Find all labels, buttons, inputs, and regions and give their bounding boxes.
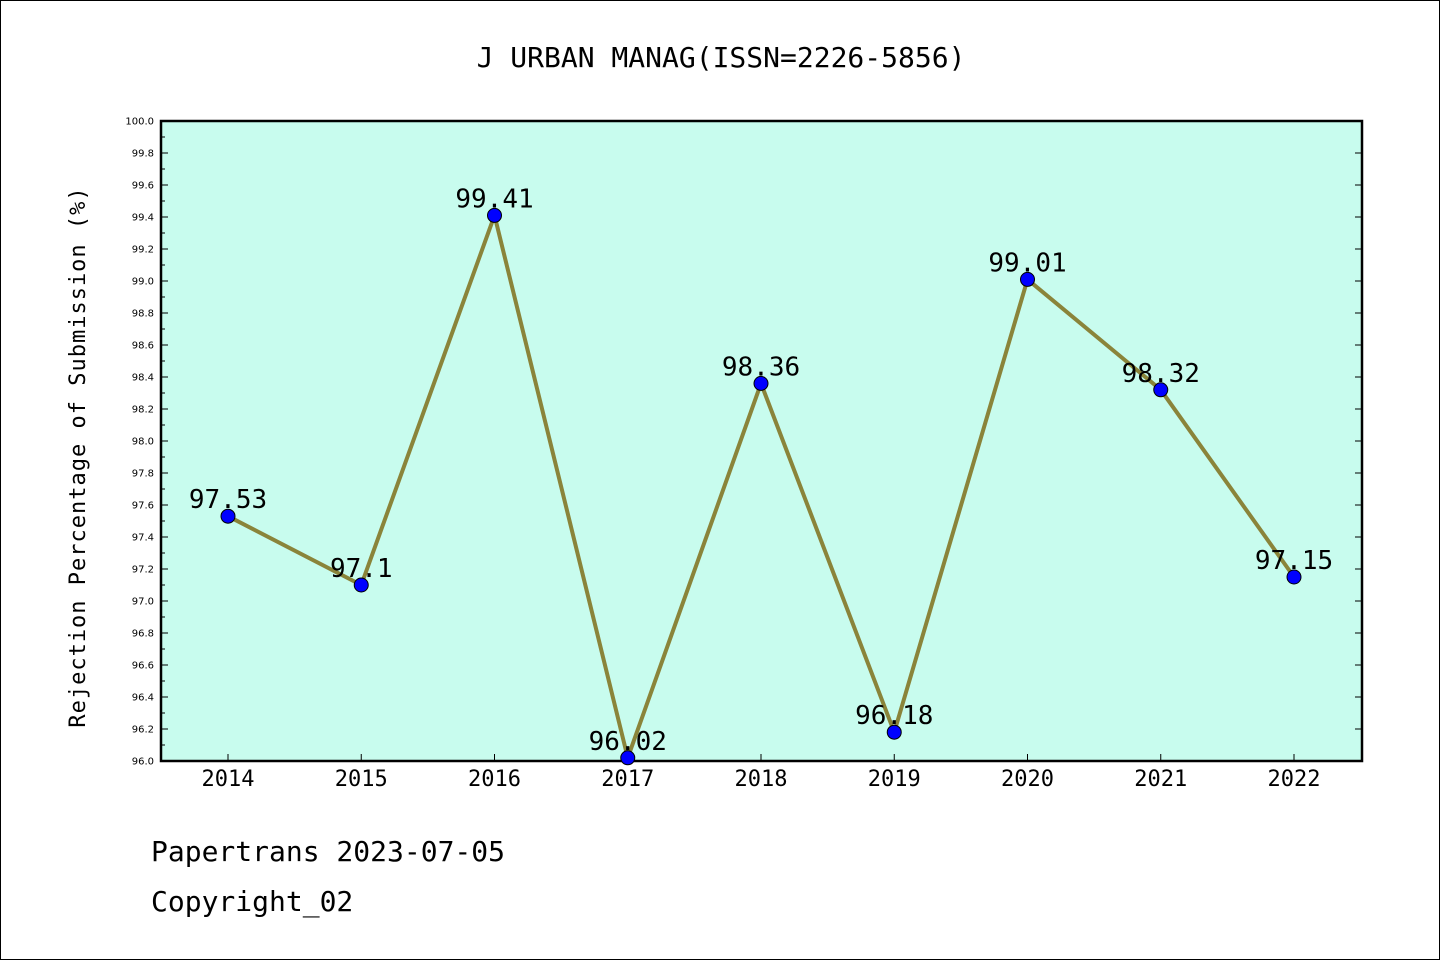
x-tick-label: 2019 — [868, 767, 921, 792]
y-tick-label: 98.6 — [132, 341, 154, 352]
y-axis: 96.0 96.2 96.4 96.6 96.8 97.0 97.2 97.4 97.6 97.8… — [125, 117, 1362, 768]
x-tick-label: 2022 — [1268, 767, 1321, 792]
y-tick-label: 99.8 — [132, 149, 154, 160]
data-point — [1020, 271, 1035, 287]
y-tick-label: 98.0 — [132, 437, 154, 448]
data-label: 98.36 — [722, 352, 800, 382]
y-tick-label: 99.0 — [132, 277, 154, 288]
y-tick-label: 97.4 — [132, 533, 154, 544]
data-label: 99.41 — [455, 184, 533, 214]
y-tick-label: 96.4 — [132, 693, 154, 704]
y-axis-label: Rejection Percentage of Submission (%) — [66, 186, 91, 727]
data-label: 96.18 — [855, 701, 933, 731]
data-label: 96.02 — [589, 727, 667, 757]
y-tick-label: 97.8 — [132, 469, 154, 480]
y-tick-label: 97.0 — [132, 597, 154, 608]
y-tick-label: 97.2 — [132, 565, 154, 576]
y-tick-label: 96.2 — [132, 725, 154, 736]
data-point — [353, 577, 369, 593]
data-label: 98.32 — [1122, 359, 1200, 389]
plot-area — [159, 119, 1364, 763]
y-tick-label: 98.2 — [132, 405, 154, 416]
x-tick-label: 2015 — [335, 767, 388, 792]
data-point — [620, 750, 636, 766]
data-point — [487, 207, 502, 223]
footer-copyright: Copyright_02 — [151, 885, 354, 918]
y-tick-label: 98.4 — [132, 373, 154, 384]
data-point — [220, 508, 236, 524]
data-label: 99.01 — [988, 248, 1066, 278]
x-tick-label: 2020 — [1001, 767, 1054, 792]
y-tick-label: 99.4 — [132, 213, 154, 224]
y-tick-label: 99.6 — [132, 181, 154, 192]
x-tick-label: 2017 — [601, 767, 654, 792]
x-axis: 2014 2015 2016 2017 2018 2019 2020 2021 2022 — [202, 754, 1321, 792]
footer-source: Papertrans 2023-07-05 — [151, 835, 506, 868]
x-tick-label: 2018 — [735, 767, 788, 792]
x-tick-label: 2021 — [1134, 767, 1187, 792]
data-label: 97.1 — [330, 554, 393, 584]
data-point — [1153, 382, 1169, 398]
y-tick-label: 98.8 — [132, 309, 154, 320]
data-point — [753, 375, 769, 391]
y-tick-label: 96.6 — [132, 661, 154, 672]
y-tick-label: 97.6 — [132, 501, 154, 512]
x-tick-label: 2014 — [202, 767, 255, 792]
data-point — [886, 724, 902, 740]
x-tick-label: 2016 — [468, 767, 521, 792]
y-tick-label: 100.0 — [125, 117, 154, 128]
y-tick-label: 99.2 — [132, 245, 154, 256]
series-rejection: 97.53 97.1 99.41 96.02 98.36 96.18 99.01 98.32 9… — [189, 184, 1333, 766]
data-label: 97.53 — [189, 485, 267, 515]
data-label: 97.15 — [1255, 546, 1333, 576]
y-tick-label: 96.8 — [132, 629, 154, 640]
y-tick-label: 96.0 — [132, 757, 154, 768]
data-point — [1286, 569, 1302, 585]
chart-title: J URBAN MANAG(ISSN=2226-5856) — [477, 41, 966, 74]
